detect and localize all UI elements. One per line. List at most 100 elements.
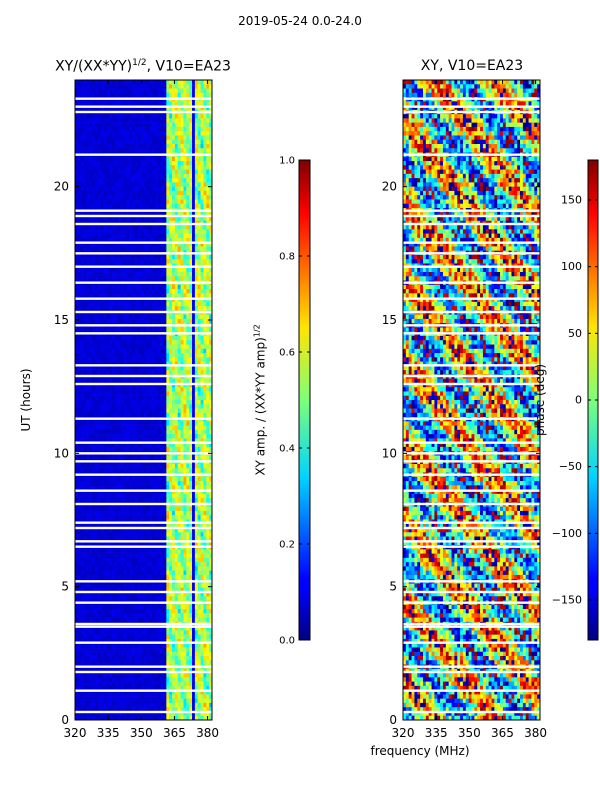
amp-cell bbox=[112, 498, 116, 503]
amp-cell bbox=[97, 489, 102, 495]
amp-cell bbox=[126, 476, 130, 482]
amp-cell bbox=[140, 118, 144, 124]
amp-cell bbox=[169, 382, 173, 388]
amp-cell bbox=[180, 165, 184, 170]
amp-cell bbox=[172, 203, 176, 209]
amp-cell bbox=[174, 306, 179, 311]
amp-cell bbox=[186, 101, 190, 106]
amp-cell bbox=[89, 122, 93, 128]
amp-cell bbox=[112, 242, 116, 247]
amp-cell bbox=[194, 297, 199, 303]
amp-cell bbox=[92, 92, 96, 98]
amp-cell bbox=[100, 421, 104, 426]
amp-cell bbox=[160, 468, 164, 473]
amp-cell bbox=[152, 182, 156, 188]
amp-cell bbox=[75, 327, 79, 333]
amp-cell bbox=[157, 378, 162, 384]
amp-cell bbox=[146, 446, 150, 452]
amp-cell bbox=[203, 365, 207, 371]
amp-cell bbox=[83, 404, 87, 409]
amp-cell bbox=[112, 404, 116, 409]
amp-cell bbox=[200, 301, 204, 307]
amp-cell bbox=[172, 229, 176, 234]
amp-cell bbox=[152, 365, 156, 371]
amp-cell bbox=[149, 353, 153, 358]
amp-cell bbox=[154, 233, 159, 239]
amp-cell bbox=[189, 92, 193, 98]
amp-cell bbox=[197, 412, 201, 418]
amp-cell bbox=[152, 212, 156, 217]
amp-cell bbox=[189, 254, 193, 260]
amp-cell bbox=[197, 336, 201, 341]
amp-cell bbox=[169, 237, 173, 243]
amp-cell bbox=[169, 246, 173, 252]
amp-cell bbox=[203, 203, 207, 209]
amp-cell bbox=[146, 199, 150, 205]
amp-cell bbox=[132, 421, 136, 426]
amp-cell bbox=[112, 190, 116, 196]
amp-cell bbox=[126, 408, 130, 414]
amp-cell bbox=[174, 135, 179, 141]
amp-cell bbox=[200, 225, 204, 230]
amp-cell bbox=[163, 412, 167, 418]
amp-cell bbox=[192, 395, 196, 401]
amp-cell bbox=[192, 340, 196, 345]
amp-cell bbox=[129, 242, 133, 247]
amp-cell bbox=[114, 199, 119, 205]
amp-cell bbox=[146, 80, 150, 85]
amp-cell bbox=[86, 156, 90, 162]
amp-cell bbox=[109, 186, 113, 192]
amp-cell bbox=[100, 195, 104, 200]
amp-cell bbox=[172, 446, 176, 452]
amp-cell bbox=[134, 353, 139, 358]
amp-cell bbox=[189, 301, 193, 307]
amp-cell bbox=[83, 455, 87, 461]
amp-cell bbox=[180, 139, 184, 145]
amp-cell bbox=[154, 92, 159, 98]
amp-cell bbox=[112, 434, 116, 439]
amp-cell bbox=[174, 438, 179, 444]
amp-cell bbox=[114, 498, 119, 503]
amp-cell bbox=[203, 254, 207, 260]
amp-cell bbox=[152, 506, 156, 512]
amp-cell bbox=[94, 365, 99, 371]
amp-cell bbox=[143, 139, 147, 145]
amp-cell bbox=[174, 254, 179, 260]
amp-cell bbox=[75, 289, 79, 294]
amp-cell bbox=[183, 212, 187, 217]
amp-cell bbox=[100, 114, 104, 119]
amp-cell bbox=[77, 318, 82, 324]
amp-cell bbox=[149, 481, 153, 486]
amp-cell bbox=[174, 178, 179, 183]
amp-cell bbox=[126, 289, 130, 294]
amp-cell bbox=[92, 242, 96, 247]
amp-cell bbox=[100, 101, 104, 106]
amp-cell bbox=[92, 429, 96, 435]
amp-cell bbox=[134, 101, 139, 106]
amp-cell bbox=[172, 412, 176, 418]
amp-cell bbox=[180, 144, 184, 149]
amp-cell bbox=[206, 118, 210, 124]
amp-cell bbox=[129, 395, 133, 401]
amp-cell bbox=[137, 216, 142, 222]
amp-cell bbox=[152, 481, 156, 486]
amp-cell bbox=[83, 233, 87, 239]
amp-cell bbox=[126, 246, 130, 252]
amp-cell bbox=[100, 165, 104, 170]
amp-cell bbox=[183, 476, 187, 482]
amp-cell bbox=[200, 135, 204, 141]
amp-cell bbox=[140, 126, 144, 132]
amp-cell bbox=[157, 429, 162, 435]
amp-cell bbox=[94, 173, 99, 179]
amp-cell bbox=[103, 216, 107, 222]
amp-cell bbox=[160, 105, 164, 111]
amp-cell bbox=[103, 190, 107, 196]
amp-cell bbox=[169, 493, 173, 499]
amp-cell bbox=[106, 297, 110, 303]
amp-cell bbox=[169, 340, 173, 345]
amp-cell bbox=[92, 101, 96, 106]
amp-cell bbox=[140, 493, 144, 499]
amp-cell bbox=[203, 391, 207, 397]
amp-cell bbox=[92, 481, 96, 486]
amp-cell bbox=[160, 348, 164, 354]
